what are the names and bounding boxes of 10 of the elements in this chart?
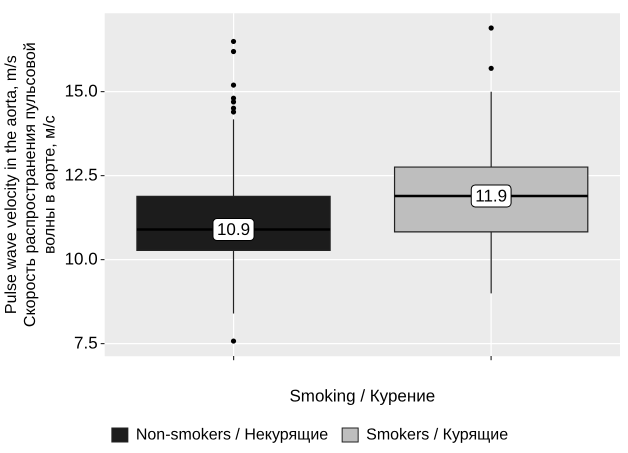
text: 10.9 bbox=[216, 220, 250, 240]
y-tick-label: 7.5 bbox=[74, 333, 98, 352]
y-tick-label: 15.0 bbox=[64, 82, 98, 100]
text: 11.9 bbox=[475, 186, 508, 206]
legend-label: Smokers / Курящие bbox=[366, 426, 508, 444]
x-axis-title: Smoking / Курение bbox=[289, 386, 436, 406]
y-axis-title: Pulse wave velocity in the aorta, m/s Скорость распространения пульсовой волны в аорте, м/с bbox=[3, 42, 58, 328]
y-tick-label: 10.0 bbox=[64, 249, 98, 268]
y-tick-label: 12.5 bbox=[64, 165, 98, 184]
legend-label: Non-smokers / Некурящие bbox=[136, 426, 328, 444]
